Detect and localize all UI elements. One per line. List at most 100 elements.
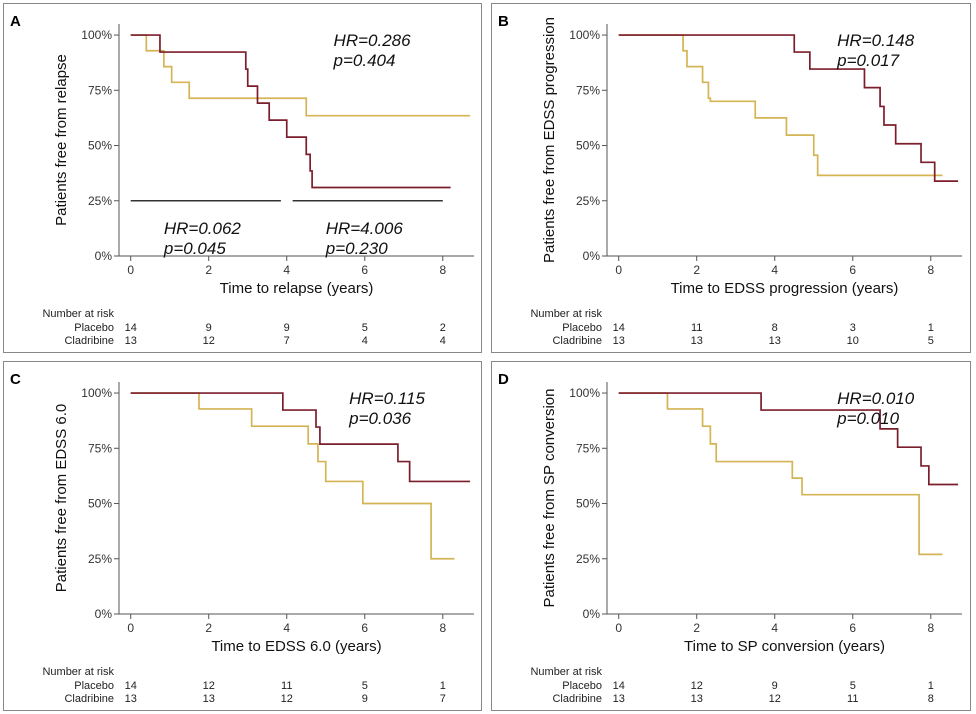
panel-letter: D [498,371,509,388]
panel-a: A 0% 25% 50% 75% 100% 0 2 4 6 8 Time to relapse (ye… [3,3,482,353]
risk-count: 5 [362,322,368,334]
x-tick-label: 0 [615,621,622,635]
risk-row-label: Placebo [562,322,602,334]
risk-count: 9 [772,680,778,692]
risk-count: 5 [850,680,856,692]
y-tick-label: 50% [88,139,112,153]
risk-count: 13 [613,693,625,705]
risk-count: 13 [691,335,703,347]
y-tick-label: 25% [576,552,600,566]
hr-annotation: HR=0.286 [334,31,412,50]
risk-count: 5 [362,680,368,692]
x-tick-label: 6 [849,621,856,635]
risk-count: 13 [203,693,215,705]
y-axis-title: Patients free from EDSS 6.0 [53,404,70,592]
risk-count: 5 [928,335,934,347]
risk-table-title: Number at risk [42,666,114,678]
hr-annotation: p=0.230 [325,239,388,258]
x-tick-label: 0 [127,263,134,277]
x-tick-label: 0 [127,621,134,635]
risk-count: 13 [125,693,137,705]
risk-row-label: Cladribine [64,335,114,347]
y-tick-label: 50% [576,139,600,153]
x-tick-label: 4 [283,263,290,277]
risk-count: 12 [203,680,215,692]
hr-annotation: p=0.017 [836,51,899,70]
panel-c: C 0% 25% 50% 75% 100% 0 2 4 6 8 Time to EDSS 6.0 (y… [3,361,482,711]
x-tick-label: 4 [283,621,290,635]
x-tick-label: 2 [693,263,700,277]
x-tick-label: 6 [849,263,856,277]
x-tick-label: 6 [361,621,368,635]
y-axis-title: Patients free from EDSS progression [541,17,558,263]
x-tick-label: 2 [205,621,212,635]
x-tick-label: 0 [615,263,622,277]
risk-row-label: Cladribine [64,693,114,705]
hr-annotation: p=0.404 [333,51,396,70]
risk-count: 4 [362,335,368,347]
x-axis-title: Time to EDSS progression (years) [671,280,899,297]
y-tick-label: 75% [88,83,112,97]
risk-row-label: Placebo [562,680,602,692]
panel-d: D 0% 25% 50% 75% 100% 0 2 4 6 8 Time to SP conversi… [491,361,971,711]
x-tick-label: 8 [927,263,934,277]
x-tick-label: 8 [439,263,446,277]
risk-table-title: Number at risk [42,308,114,320]
x-tick-label: 4 [771,621,778,635]
risk-count: 12 [769,693,781,705]
y-tick-label: 75% [576,83,600,97]
y-tick-label: 0% [95,607,113,621]
x-tick-label: 8 [927,621,934,635]
hr-annotation: p=0.010 [836,409,899,428]
risk-count: 14 [613,680,625,692]
hr-annotation: HR=0.062 [164,219,242,238]
y-axis-title: Patients free from relapse [53,54,70,226]
risk-table-title: Number at risk [530,666,602,678]
hr-annotation: HR=4.006 [326,219,404,238]
y-tick-label: 50% [576,497,600,511]
risk-count: 2 [440,322,446,334]
risk-count: 13 [769,335,781,347]
km-curve-cladribine [130,34,451,189]
x-axis-title: Time to EDSS 6.0 (years) [211,638,381,655]
hr-annotation: p=0.045 [163,239,226,258]
risk-count: 8 [772,322,778,334]
risk-count: 11 [847,693,858,705]
risk-count: 7 [440,693,446,705]
risk-count: 11 [281,680,292,692]
y-tick-label: 0% [95,249,113,263]
risk-count: 4 [440,335,446,347]
risk-row-label: Cladribine [552,335,602,347]
panel-b: B 0% 25% 50% 75% 100% 0 2 4 6 8 Time to EDSS progre… [491,3,971,353]
y-tick-label: 0% [583,607,601,621]
hr-annotation: p=0.036 [348,409,411,428]
y-tick-label: 0% [583,249,601,263]
y-tick-label: 75% [576,441,600,455]
risk-count: 14 [125,322,137,334]
hr-annotation: HR=0.010 [837,389,915,408]
km-curve-placebo [618,34,943,177]
risk-count: 3 [850,322,856,334]
km-plot-d: D 0% 25% 50% 75% 100% 0 2 4 6 8 Time to SP conversi… [498,371,962,705]
risk-row-label: Placebo [74,322,114,334]
y-tick-label: 100% [569,28,600,42]
x-axis-title: Time to SP conversion (years) [684,638,885,655]
risk-count: 9 [206,322,212,334]
risk-count: 9 [362,693,368,705]
km-curve-placebo [130,392,455,560]
risk-table-title: Number at risk [530,308,602,320]
risk-count: 13 [691,693,703,705]
x-tick-label: 4 [771,263,778,277]
y-tick-label: 100% [569,386,600,400]
km-curve-placebo [618,392,943,556]
risk-row-label: Cladribine [552,693,602,705]
risk-count: 13 [613,335,625,347]
risk-row-label: Placebo [74,680,114,692]
km-curve-placebo [130,34,471,117]
y-tick-label: 25% [88,552,112,566]
panel-letter: A [10,13,21,30]
risk-count: 1 [928,680,934,692]
x-tick-label: 2 [693,621,700,635]
km-curve-cladribine [618,392,959,486]
